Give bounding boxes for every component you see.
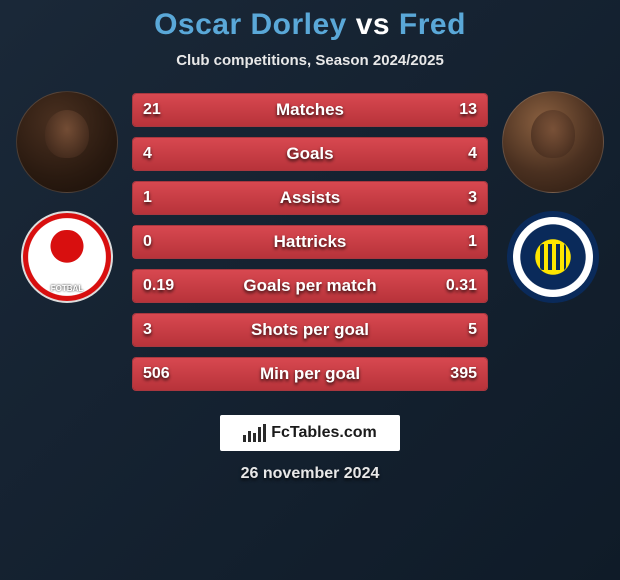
badge-slavia-label: FOTBAL — [51, 284, 83, 293]
player2-avatar — [502, 91, 604, 193]
footer-date: 26 november 2024 — [241, 465, 380, 483]
comparison-card: Oscar Dorley vs Fred Club competitions, … — [0, 0, 620, 580]
right-side — [488, 91, 618, 303]
player1-avatar — [16, 91, 118, 193]
player1-club-badge: FOTBAL — [21, 211, 113, 303]
title-vs: vs — [356, 8, 390, 41]
stat-fill-left — [133, 314, 268, 346]
main-row: FOTBAL 21 Matches 13 4 Goals 4 1 — [0, 91, 620, 391]
stat-row: 0 Hattricks 1 — [132, 225, 488, 259]
stat-fill-left — [133, 270, 268, 302]
brand-text: FcTables.com — [271, 424, 377, 442]
player2-club-badge — [507, 211, 599, 303]
stat-fill-right — [222, 182, 488, 214]
stat-fill-right — [310, 138, 487, 170]
stat-fill-right — [352, 94, 487, 126]
stat-row: 4 Goals 4 — [132, 137, 488, 171]
brand-bars-icon — [243, 424, 266, 442]
stat-fill-left — [133, 182, 222, 214]
stat-fill-right — [268, 270, 487, 302]
stat-row: 3 Shots per goal 5 — [132, 313, 488, 347]
subtitle: Club competitions, Season 2024/2025 — [176, 52, 444, 69]
left-side: FOTBAL — [2, 91, 132, 303]
stat-fill-right — [133, 226, 487, 258]
stat-fill-right — [331, 358, 487, 390]
stats-table: 21 Matches 13 4 Goals 4 1 Assists 3 — [132, 91, 488, 391]
badge-fener-stripes-icon — [540, 244, 566, 270]
stat-row: 0.19 Goals per match 0.31 — [132, 269, 488, 303]
page-title: Oscar Dorley vs Fred — [154, 8, 466, 42]
stat-fill-left — [133, 138, 310, 170]
title-player2: Fred — [399, 8, 466, 41]
stat-fill-left — [133, 94, 352, 126]
stat-row: 506 Min per goal 395 — [132, 357, 488, 391]
stat-fill-left — [133, 358, 331, 390]
stat-row: 1 Assists 3 — [132, 181, 488, 215]
title-player1: Oscar Dorley — [154, 8, 347, 41]
stat-row: 21 Matches 13 — [132, 93, 488, 127]
stat-fill-right — [268, 314, 487, 346]
brand-badge: FcTables.com — [220, 415, 400, 451]
